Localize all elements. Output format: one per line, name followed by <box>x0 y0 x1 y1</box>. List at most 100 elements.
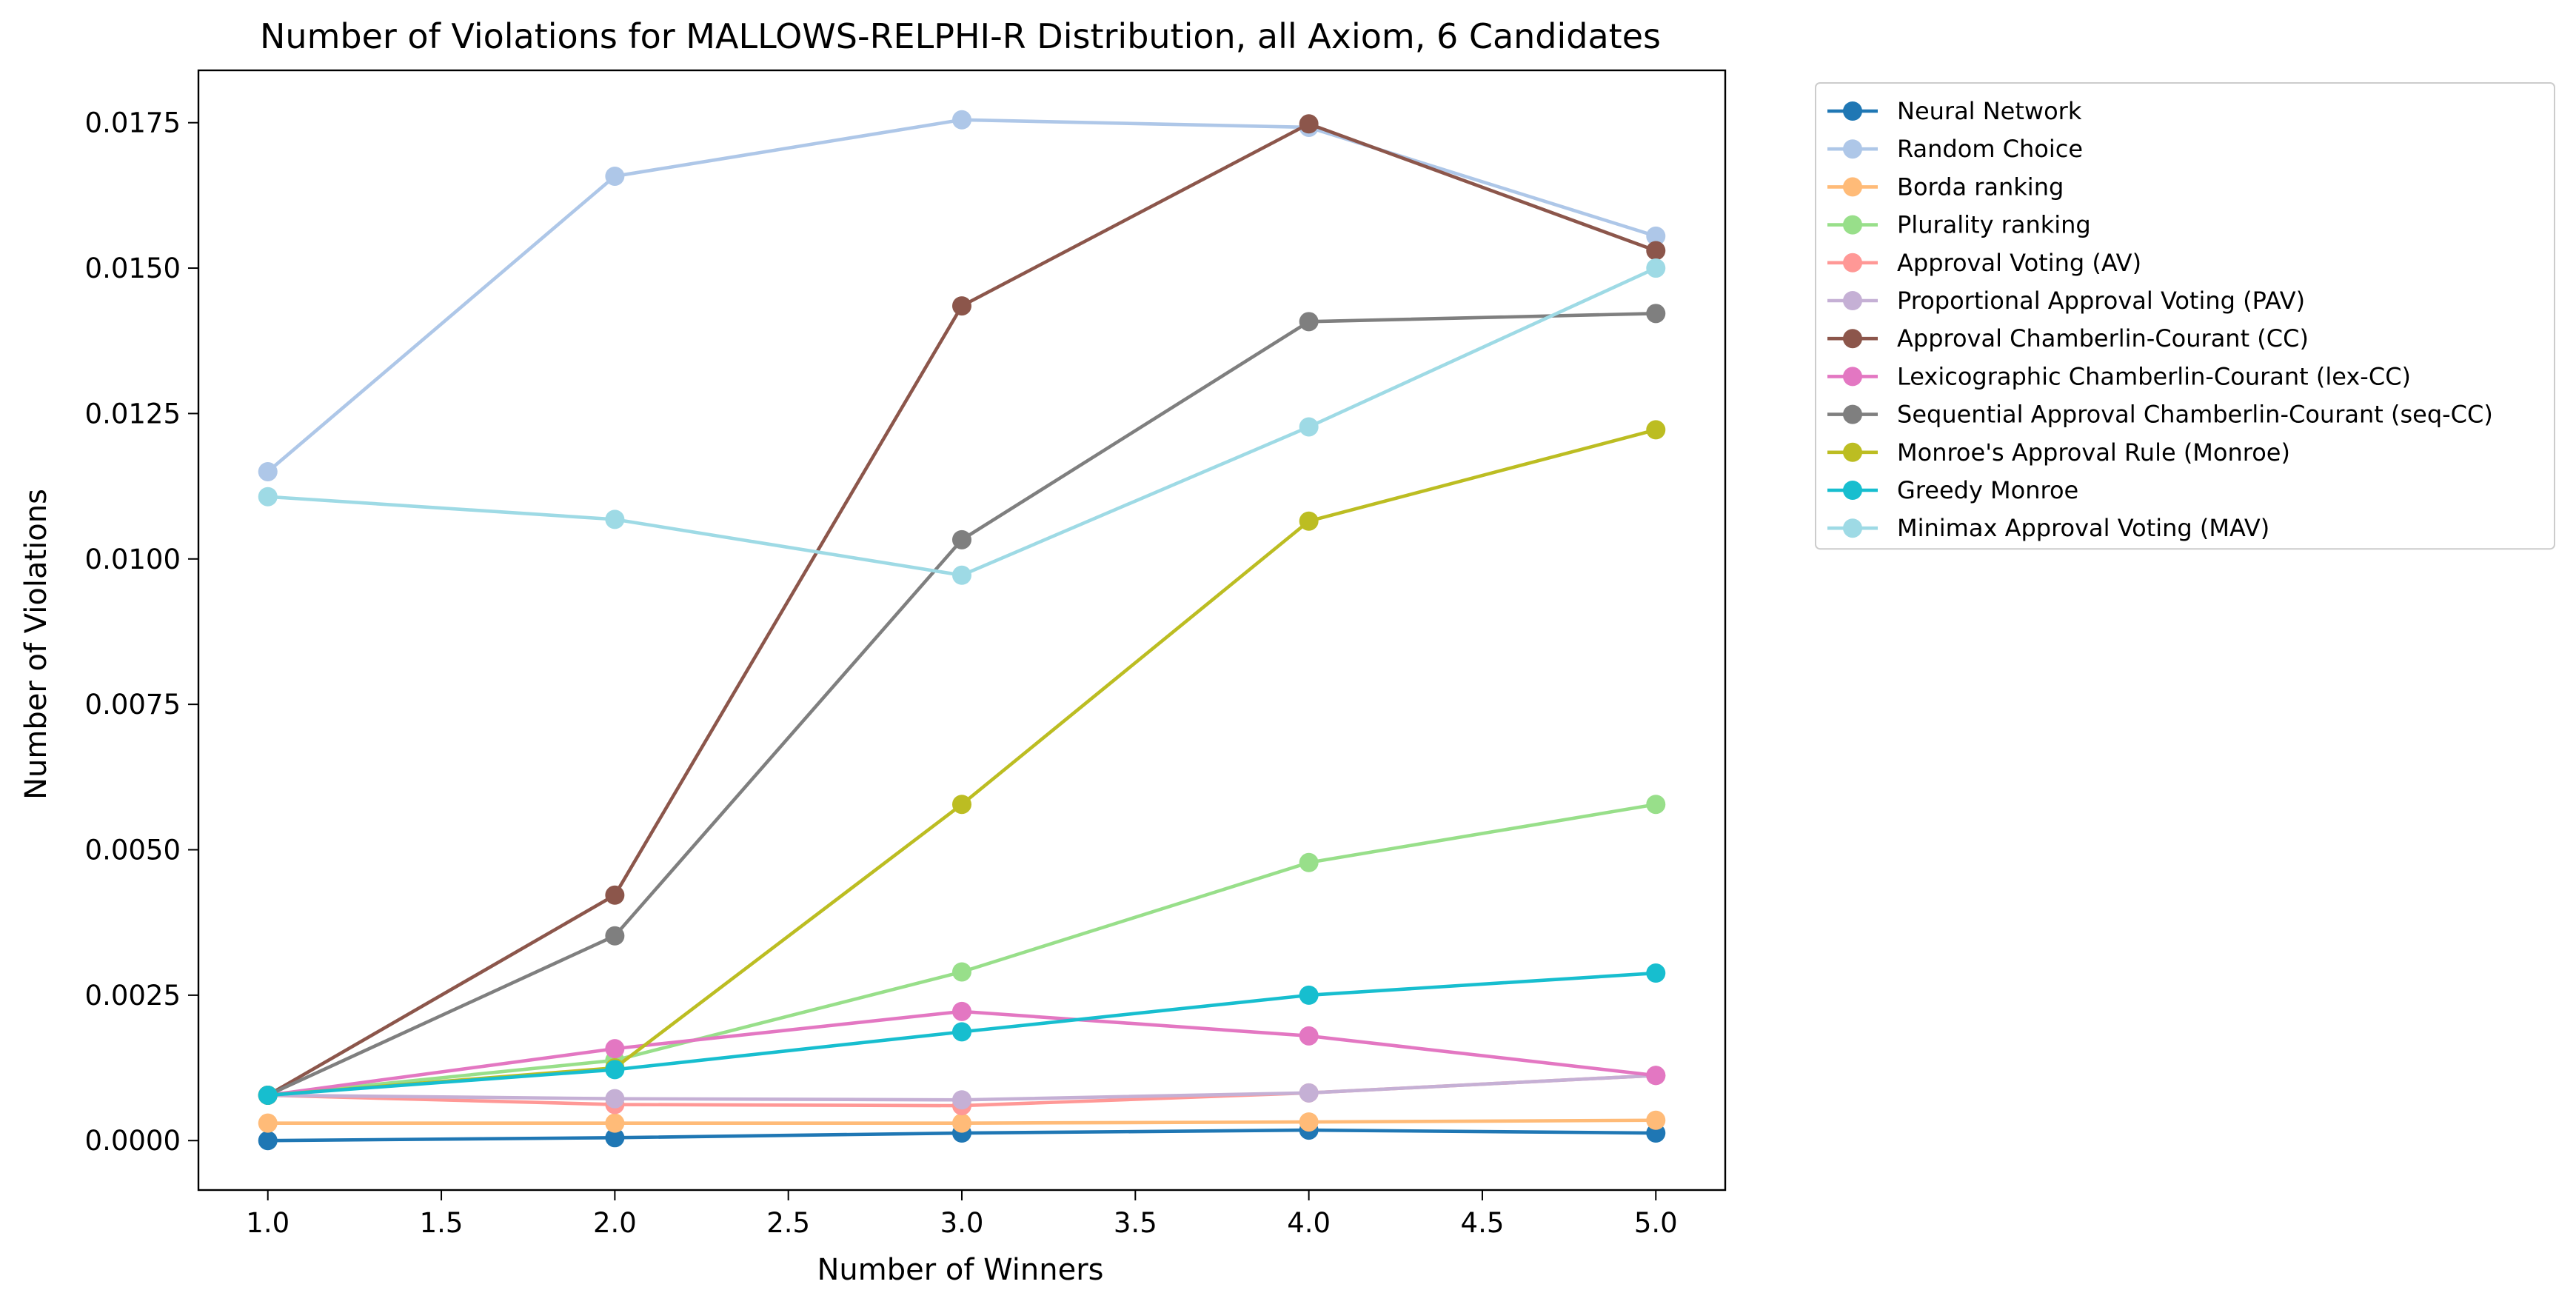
legend-marker <box>1843 253 1862 273</box>
data-point <box>952 1001 971 1021</box>
y-tick-label: 0.0075 <box>85 689 181 721</box>
legend: Neural Network Random Choice Borda ranking… <box>1815 82 2555 550</box>
data-point <box>1646 258 1666 278</box>
data-point <box>1299 985 1319 1005</box>
legend-entry: Minimax Approval Voting (MAV) <box>1827 514 2269 542</box>
y-tick-label: 0.0150 <box>85 253 181 284</box>
x-tick-label: 4.5 <box>1461 1207 1505 1239</box>
legend-marker <box>1843 404 1862 424</box>
y-tick-label: 0.0000 <box>85 1125 181 1157</box>
legend-label: Lexicographic Chamberlin-Courant (lex-CC… <box>1897 362 2411 390</box>
legend-box <box>1815 82 2555 550</box>
data-point <box>952 529 971 549</box>
x-tick-label: 2.5 <box>766 1207 810 1239</box>
data-point <box>1646 226 1666 246</box>
data-point <box>1646 1110 1666 1130</box>
legend-marker <box>1843 177 1862 197</box>
series-3 <box>258 795 1666 1105</box>
legend-label: Approval Voting (AV) <box>1897 249 2141 277</box>
data-point <box>1299 1112 1319 1132</box>
y-axis: 0.0000 0.0025 0.0050 0.0075 0.0100 0.0125 0.01… <box>85 107 198 1157</box>
series-1 <box>258 110 1666 481</box>
data-point <box>258 1131 278 1151</box>
x-tick-label: 4.0 <box>1287 1207 1331 1239</box>
data-point <box>952 1113 971 1133</box>
series-line <box>267 428 1656 1097</box>
data-point <box>1646 241 1666 261</box>
legend-entry: Proportional Approval Voting (PAV) <box>1827 287 2305 315</box>
legend-entry: Neural Network <box>1827 97 2082 125</box>
legend-marker <box>1843 139 1862 159</box>
legend-label: Borda ranking <box>1897 173 2064 201</box>
legend-label: Sequential Approval Chamberlin-Courant (… <box>1897 401 2493 429</box>
legend-entry: Approval Chamberlin-Courant (CC) <box>1827 324 2309 352</box>
data-point <box>605 926 625 946</box>
series-5 <box>258 1066 1666 1110</box>
data-point <box>952 565 971 585</box>
legend-label: Minimax Approval Voting (MAV) <box>1897 514 2269 542</box>
series-line <box>267 121 1657 1097</box>
chart-title: Number of Violations for MALLOWS-RELPHI-… <box>260 16 1661 56</box>
data-point <box>1299 417 1319 437</box>
data-point <box>1646 795 1666 815</box>
data-point <box>1646 963 1666 983</box>
data-point <box>1299 1026 1319 1046</box>
y-tick-label: 0.0175 <box>85 107 181 139</box>
data-point <box>605 1113 625 1133</box>
data-point <box>605 1089 625 1109</box>
series-7 <box>258 1001 1666 1105</box>
data-point <box>258 1085 278 1105</box>
legend-entry: Plurality ranking <box>1827 211 2091 239</box>
legend-label: Greedy Monroe <box>1897 476 2078 504</box>
x-tick-label: 3.0 <box>940 1207 984 1239</box>
legend-entry: Approval Voting (AV) <box>1827 249 2141 277</box>
data-point <box>1299 852 1319 872</box>
legend-marker <box>1843 518 1862 538</box>
y-tick-label: 0.0125 <box>85 398 181 430</box>
legend-label: Monroe's Approval Rule (Monroe) <box>1897 438 2290 467</box>
x-axis-label: Number of Winners <box>817 1253 1103 1287</box>
y-tick-label: 0.0025 <box>85 980 181 1012</box>
legend-entry: Sequential Approval Chamberlin-Courant (… <box>1827 401 2493 429</box>
y-axis-label: Number of Violations <box>19 489 53 800</box>
x-tick-label: 3.5 <box>1114 1207 1157 1239</box>
legend-marker <box>1843 101 1862 121</box>
legend-marker <box>1843 215 1862 235</box>
data-point <box>1299 312 1319 332</box>
data-point <box>605 509 625 529</box>
y-tick-label: 0.0100 <box>85 544 181 575</box>
series-2 <box>258 1110 1666 1133</box>
legend-entry: Monroe's Approval Rule (Monroe) <box>1827 438 2290 467</box>
series-11 <box>258 258 1666 585</box>
data-point <box>1646 1066 1666 1086</box>
x-tick-label: 2.0 <box>593 1207 637 1239</box>
legend-marker <box>1843 329 1862 349</box>
data-point <box>1299 1083 1319 1103</box>
data-point <box>952 795 971 815</box>
x-axis: 1.0 1.5 2.0 2.5 3.0 3.5 4.0 4.5 5.0 <box>246 1190 1678 1239</box>
data-point <box>605 885 625 905</box>
legend-label: Plurality ranking <box>1897 211 2091 239</box>
legend-entry: Borda ranking <box>1827 173 2064 201</box>
data-point <box>258 1113 278 1133</box>
data-point <box>952 296 971 316</box>
series-10 <box>258 963 1666 1105</box>
legend-label: Approval Chamberlin-Courant (CC) <box>1897 324 2309 352</box>
series-line <box>267 118 1656 473</box>
legend-label: Random Choice <box>1897 135 2083 163</box>
data-point <box>1299 114 1319 134</box>
data-point <box>258 487 278 507</box>
series-layer <box>258 110 1666 1151</box>
data-point <box>1646 420 1666 440</box>
data-point <box>605 1128 625 1148</box>
data-point <box>952 962 971 982</box>
data-point <box>258 461 278 481</box>
x-tick-label: 1.0 <box>246 1207 290 1239</box>
data-point <box>605 1039 625 1059</box>
legend-entry: Greedy Monroe <box>1827 476 2078 504</box>
data-point <box>952 1022 971 1042</box>
data-point <box>952 1090 971 1110</box>
x-tick-label: 5.0 <box>1634 1207 1678 1239</box>
x-tick-label: 1.5 <box>420 1207 464 1239</box>
